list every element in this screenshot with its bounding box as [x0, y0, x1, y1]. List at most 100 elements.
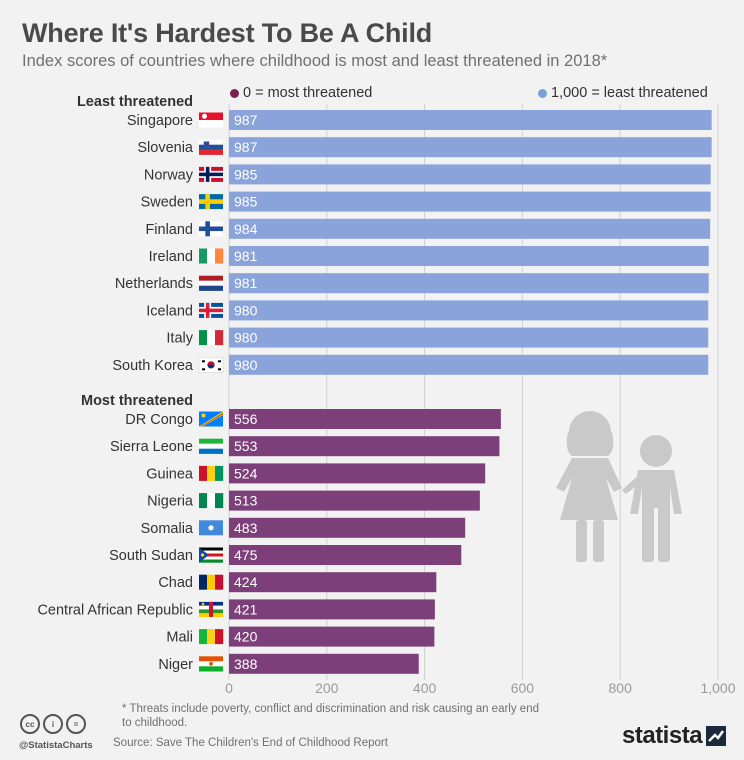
netherlands-flag-icon	[199, 275, 223, 291]
bar	[229, 218, 711, 239]
flag-stripe	[207, 330, 216, 346]
flag-trigram	[218, 360, 221, 363]
flag-stripe	[207, 248, 216, 264]
flag-stripe	[199, 443, 223, 449]
bar	[229, 164, 711, 185]
south-korea-flag-icon	[198, 357, 224, 373]
bar-value-label: 420	[234, 629, 258, 645]
flag-trigram	[202, 368, 205, 371]
category-label: Nigeria	[147, 494, 194, 510]
page-subtitle: Index scores of countries where childhoo…	[22, 52, 608, 70]
flag-stripe	[199, 656, 223, 662]
boy-arm-shape	[622, 474, 644, 494]
source-note: Source: Save The Children's End of Child…	[113, 737, 388, 749]
flag-stripe	[215, 330, 224, 346]
flag-stripe	[199, 465, 208, 481]
flag-stripe	[199, 149, 223, 155]
category-label: Iceland	[146, 303, 193, 319]
bar-value-label: 980	[234, 330, 258, 346]
bar-value-label: 980	[234, 357, 258, 373]
x-tick-label: 600	[511, 680, 535, 696]
bar-value-label: 985	[234, 194, 258, 210]
bar-value-label: 556	[234, 411, 258, 427]
bar-value-label: 981	[234, 248, 258, 264]
bar	[229, 246, 709, 266]
flag-cross	[199, 308, 223, 313]
cc-icon: cc	[20, 714, 40, 734]
category-label: Norway	[144, 167, 194, 183]
flag-stripe	[215, 465, 224, 481]
bar	[229, 191, 711, 212]
flag-star	[200, 553, 205, 557]
flag-stripe	[215, 574, 224, 590]
bar	[229, 517, 466, 538]
page-title: Where It's Hardest To Be A Child	[22, 18, 433, 48]
flag-stripe	[199, 559, 223, 563]
legend-label-least: 1,000 = least threatened	[551, 85, 708, 101]
flag-star	[201, 413, 206, 418]
category-label: Mali	[166, 630, 193, 646]
nigeria-flag-icon	[199, 493, 224, 509]
flag-stripe	[199, 112, 223, 121]
flag-stripe	[199, 547, 223, 551]
bar	[229, 545, 462, 565]
bar	[229, 137, 712, 158]
flag-stripe	[199, 275, 223, 281]
category-label: Sierra Leone	[110, 439, 193, 455]
bar	[229, 409, 501, 429]
category-label: Chad	[158, 575, 193, 591]
statista-logo[interactable]: statista	[622, 722, 727, 750]
flag-stripe	[199, 139, 223, 145]
sweden-flag-icon	[199, 194, 223, 210]
bar	[229, 273, 709, 294]
flag-stripe	[207, 629, 216, 645]
twitter-handle: @StatistaCharts	[19, 740, 93, 751]
singapore-flag-icon	[199, 112, 223, 128]
ireland-flag-icon	[199, 248, 224, 264]
norway-flag-icon	[199, 166, 223, 182]
flag-stripe	[199, 285, 223, 291]
category-label: Niger	[158, 657, 193, 673]
flag-trigram	[218, 368, 221, 371]
flag-stripe	[215, 493, 224, 509]
bar	[229, 626, 435, 647]
bar-value-label: 981	[234, 275, 258, 291]
x-tick-label: 1,000	[700, 680, 735, 696]
creative-commons-badge: cc i =	[20, 714, 86, 734]
boy-leg-shape	[642, 506, 654, 562]
flag-taeguk	[207, 364, 215, 369]
flag-stripe	[207, 493, 216, 509]
x-tick-label: 0	[225, 680, 233, 696]
flag-moon	[202, 113, 207, 119]
category-label: South Korea	[112, 358, 194, 374]
bar-value-label: 424	[234, 574, 258, 590]
central-african-republic-flag-icon	[199, 601, 223, 618]
dr-congo-flag-icon	[199, 411, 223, 427]
boy-body-shape	[630, 470, 682, 514]
flag-stripe	[215, 629, 224, 645]
flag-stripe	[199, 493, 208, 509]
sierra-leone-flag-icon	[199, 438, 223, 454]
niger-flag-icon	[199, 656, 223, 672]
bar	[229, 327, 709, 348]
bar	[229, 110, 712, 130]
bar	[229, 436, 500, 457]
boy-leg-shape	[658, 506, 670, 562]
girl-leg-shape	[576, 520, 587, 562]
flag-stripe	[199, 330, 208, 346]
mali-flag-icon	[199, 629, 224, 645]
bar-value-label: 980	[234, 302, 258, 318]
somalia-flag-icon	[199, 520, 223, 536]
girl-body-shape	[556, 458, 622, 520]
flag-band	[209, 601, 213, 617]
footnote: * Threats include poverty, conflict and …	[122, 703, 539, 729]
x-tick-label: 400	[413, 680, 437, 696]
girl-hair-shape	[566, 432, 614, 456]
bar-value-label: 553	[234, 438, 258, 454]
by-icon: i	[43, 714, 63, 734]
bar	[229, 490, 480, 511]
flag-stripe	[199, 448, 223, 454]
bar-value-label: 388	[234, 656, 258, 672]
finland-flag-icon	[199, 221, 223, 237]
